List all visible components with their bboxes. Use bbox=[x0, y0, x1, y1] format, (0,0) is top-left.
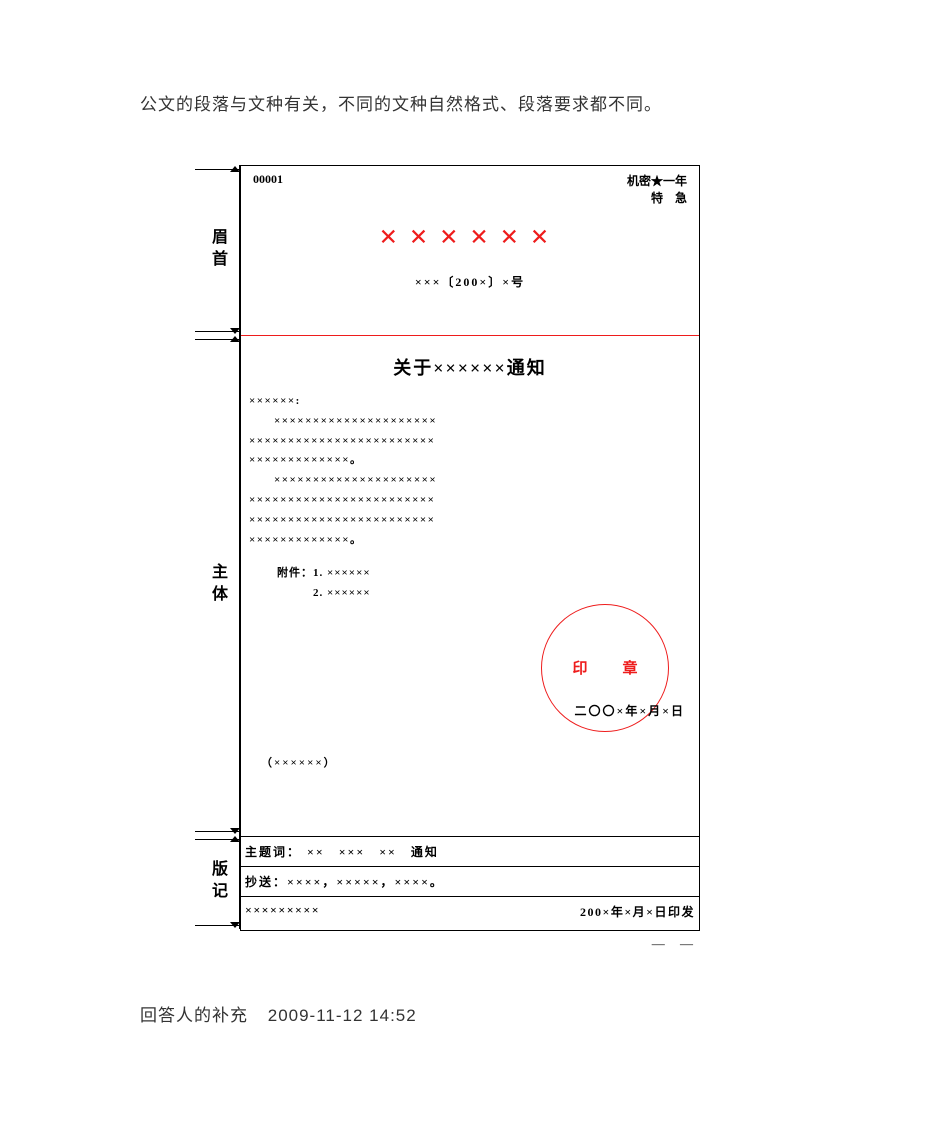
document-number: ×××〔200×〕×号 bbox=[241, 273, 699, 298]
document-template: 00001 机密★一年 特 急 ×××××× ×××〔200×〕×号 关于×××… bbox=[240, 165, 700, 931]
keywords-row: 主题词： ×× ××× ×× 通知 bbox=[241, 837, 699, 866]
body-text: ××××××: ××××××××××××××××××××× ××××××××××… bbox=[241, 392, 699, 550]
printer: ××××××××× bbox=[245, 903, 320, 920]
attach-label: 附件： bbox=[277, 567, 313, 579]
seal-area: 印 章 二〇〇×年×月×日 bbox=[241, 604, 699, 754]
header-section: 00001 机密★一年 特 急 ×××××× ×××〔200×〕×号 bbox=[241, 166, 699, 336]
attachments: 附件：1. ×××××× 附件：2. ×××××× bbox=[241, 550, 699, 604]
intro-text: 公文的段落与文种有关，不同的文种自然格式、段落要求都不同。 bbox=[140, 90, 805, 115]
seal-text: 印 章 bbox=[562, 657, 647, 678]
para2-line4: ×××××××××××××。 bbox=[249, 531, 691, 551]
label-body-text: 主体 bbox=[205, 563, 229, 607]
urgency-level: 特 急 bbox=[627, 189, 687, 206]
print-row: ××××××××× 200×年×月×日印发 bbox=[241, 896, 699, 926]
top-row: 00001 机密★一年 特 急 bbox=[241, 166, 699, 212]
secret-level: 机密★一年 bbox=[627, 172, 687, 189]
section-labels: 眉首 主体 版记 bbox=[195, 165, 240, 931]
document-title: 关于××××××通知 bbox=[241, 336, 699, 392]
answer-label: 回答人的补充 bbox=[140, 1006, 248, 1025]
label-footer-text: 版记 bbox=[205, 860, 229, 904]
para1-line2: ×××××××××××××××××××××××× bbox=[249, 432, 691, 452]
para2-line3: ×××××××××××××××××××××××× bbox=[249, 511, 691, 531]
parenthesis-note: （××××××） bbox=[241, 754, 699, 780]
para2-line2: ×××××××××××××××××××××××× bbox=[249, 491, 691, 511]
cc-value: ××××，×××××，××××。 bbox=[287, 875, 444, 889]
label-header-text: 眉首 bbox=[205, 228, 229, 272]
body-section: 关于××××××通知 ××××××: ×××××××××××××××××××××… bbox=[241, 336, 699, 836]
print-date: 200×年×月×日印发 bbox=[580, 903, 695, 920]
label-body: 主体 bbox=[195, 335, 240, 835]
issue-date: 二〇〇×年×月×日 bbox=[574, 702, 685, 719]
figure: 眉首 主体 版记 00001 机密★一年 特 急 ×××××× ×××〔20 bbox=[195, 165, 805, 931]
cc-label: 抄送： bbox=[245, 875, 287, 889]
answer-footer: 回答人的补充 2009-11-12 14:52 bbox=[140, 1001, 805, 1026]
label-header: 眉首 bbox=[195, 165, 240, 335]
cc-row: 抄送：××××，×××××，××××。 bbox=[241, 867, 699, 896]
secret-urgency: 机密★一年 特 急 bbox=[627, 172, 687, 206]
issuer-name: ×××××× bbox=[241, 212, 699, 273]
salutation: ××××××: bbox=[249, 392, 691, 412]
footer-section: 主题词： ×× ××× ×× 通知 抄送：××××，×××××，××××。 ××… bbox=[241, 836, 699, 930]
serial-number: 00001 bbox=[253, 172, 283, 206]
para2-line1: ××××××××××××××××××××× bbox=[249, 471, 691, 491]
para1-line1: ××××××××××××××××××××× bbox=[249, 412, 691, 432]
attach-2: 2. ×××××× bbox=[313, 587, 371, 599]
keywords-label: 主题词： bbox=[245, 843, 301, 860]
answer-timestamp: 2009-11-12 14:52 bbox=[268, 1006, 417, 1025]
para1-line3: ×××××××××××××。 bbox=[249, 451, 691, 471]
keywords-value: ×× ××× ×× 通知 bbox=[307, 843, 439, 860]
page-corner-dashes: — — bbox=[652, 936, 699, 952]
attach-1: 1. ×××××× bbox=[313, 567, 371, 579]
label-footer: 版记 bbox=[195, 835, 240, 929]
